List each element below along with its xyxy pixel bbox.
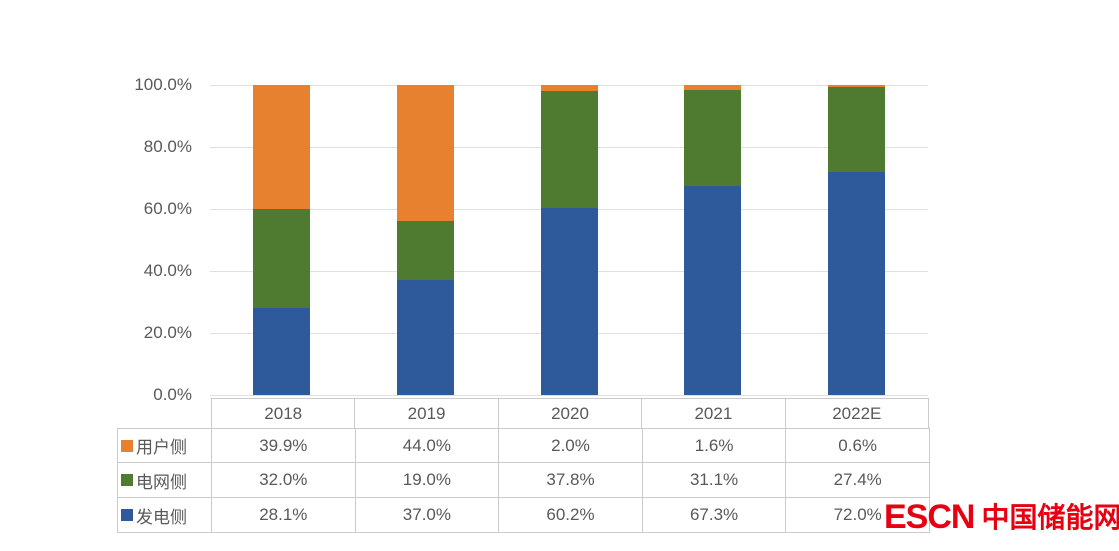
- bar-segment-发电侧: [684, 186, 742, 395]
- bar-segment-发电侧: [253, 307, 311, 395]
- bar-segment-用户侧: [396, 85, 454, 222]
- y-axis: 100.0% 80.0% 60.0% 40.0% 20.0% 0.0%: [100, 75, 192, 404]
- table-value-cell: 37.0%: [355, 498, 500, 533]
- bar-segment-用户侧: [253, 85, 311, 209]
- legend-label: 电网侧: [136, 472, 187, 492]
- bar-stack-2021: [684, 85, 742, 395]
- table-year-header: 2019: [355, 399, 499, 428]
- table-value-cell: 27.4%: [786, 463, 930, 498]
- table-year-header: 2018: [212, 399, 356, 428]
- bar-segment-用户侧: [827, 85, 885, 87]
- table-row-电网侧: 电网侧 32.0% 19.0% 37.8% 31.1% 27.4%: [117, 463, 930, 498]
- bar-segment-电网侧: [540, 91, 598, 209]
- watermark-logo: ESCN 中国储能网: [884, 500, 1119, 534]
- table-year-header: 2020: [499, 399, 643, 428]
- bar-stack-2020: [540, 85, 598, 395]
- table-value-cell: 60.2%: [499, 498, 643, 533]
- y-axis-tick-label: 80.0%: [143, 137, 192, 156]
- gridline: [210, 395, 928, 396]
- legend-label: 发电侧: [136, 507, 187, 527]
- bar-segment-发电侧: [827, 171, 885, 395]
- table-header-row: 2018 2019 2020 2021 2022E: [211, 398, 929, 428]
- table-value-cell: 44.0%: [355, 428, 500, 463]
- bar-stack-2022e: [827, 85, 885, 395]
- y-axis-tick-label: 20.0%: [143, 323, 192, 342]
- table-value-cell: 67.3%: [642, 498, 787, 533]
- bar-segment-用户侧: [684, 85, 742, 90]
- legend-cell-发电侧: 发电侧: [118, 498, 212, 533]
- bar-segment-电网侧: [396, 221, 454, 281]
- plot-area: [210, 85, 928, 396]
- table-value-cell: 39.9%: [212, 428, 356, 463]
- bar-stack-2018: [253, 85, 311, 395]
- watermark-latin-text: ESCN: [884, 498, 975, 536]
- bar-segment-电网侧: [684, 89, 742, 187]
- legend-swatch-icon: [121, 474, 133, 486]
- table-value-cell: 28.1%: [212, 498, 356, 533]
- y-axis-tick-label: 40.0%: [143, 261, 192, 280]
- table-value-cell: 32.0%: [212, 463, 356, 498]
- y-axis-tick-label: 60.0%: [143, 199, 192, 218]
- bar-segment-发电侧: [540, 208, 598, 395]
- table-value-cell: 72.0%: [786, 498, 930, 533]
- table-value-cell: 1.6%: [642, 428, 787, 463]
- table-value-cell: 19.0%: [355, 463, 500, 498]
- table-value-cell: 37.8%: [499, 463, 643, 498]
- table-year-header: 2022E: [786, 399, 929, 428]
- watermark-cjk-text: 中国储能网: [981, 502, 1119, 534]
- table-value-cell: 0.6%: [786, 428, 930, 463]
- bar-stack-2019: [396, 85, 454, 395]
- bar-segment-发电侧: [396, 280, 454, 395]
- y-axis-tick-label: 100.0%: [134, 75, 192, 94]
- bar-segment-用户侧: [540, 85, 598, 92]
- legend-cell-用户侧: 用户侧: [118, 428, 212, 463]
- table-value-cell: 2.0%: [499, 428, 643, 463]
- table-value-cell: 31.1%: [642, 463, 787, 498]
- table-year-header: 2021: [642, 399, 786, 428]
- bar-segment-电网侧: [253, 208, 311, 308]
- table-row-发电侧: 发电侧 28.1% 37.0% 60.2% 67.3% 72.0%: [117, 498, 930, 533]
- legend-cell-电网侧: 电网侧: [118, 463, 212, 498]
- legend-label: 用户侧: [136, 438, 187, 457]
- legend-swatch-icon: [121, 439, 133, 452]
- legend-swatch-icon: [121, 509, 133, 521]
- table-row-用户侧: 用户侧 39.9% 44.0% 2.0% 1.6% 0.6%: [117, 428, 930, 463]
- y-axis-tick-label: 0.0%: [153, 385, 192, 404]
- bar-segment-电网侧: [827, 86, 885, 172]
